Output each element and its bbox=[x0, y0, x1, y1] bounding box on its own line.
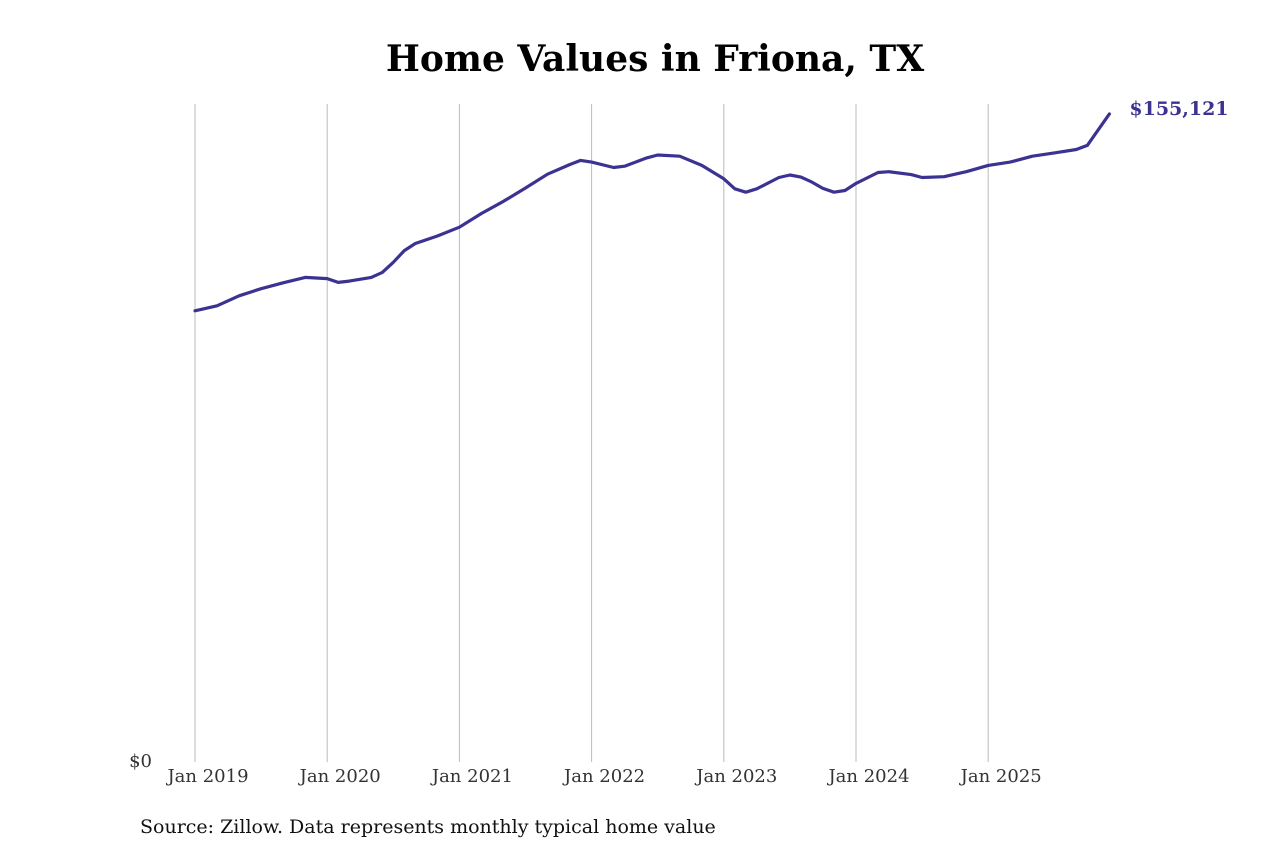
series-line bbox=[193, 112, 1111, 313]
y-axis: $0 bbox=[129, 751, 152, 772]
x-tick-label: Jan 2019 bbox=[165, 766, 248, 787]
source-note: Source: Zillow. Data represents monthly … bbox=[140, 816, 716, 838]
x-tick-label: Jan 2020 bbox=[298, 766, 381, 787]
chart-title: Home Values in Friona, TX bbox=[385, 38, 925, 80]
grid-lines bbox=[194, 104, 989, 762]
series bbox=[193, 112, 1111, 313]
y-tick-label: $0 bbox=[129, 751, 152, 772]
x-axis: Jan 2019 Jan 2020 Jan 2021 Jan 2022 Jan 2023… bbox=[165, 766, 1041, 787]
annotations: $155,121 bbox=[1129, 98, 1228, 120]
x-tick-label: Jan 2025 bbox=[959, 766, 1042, 787]
x-tick-label: Jan 2024 bbox=[826, 766, 909, 787]
x-tick-label: Jan 2021 bbox=[430, 766, 513, 787]
end-value-label: $155,121 bbox=[1129, 98, 1228, 120]
x-tick-label: Jan 2022 bbox=[562, 766, 645, 787]
x-tick-label: Jan 2023 bbox=[694, 766, 777, 787]
